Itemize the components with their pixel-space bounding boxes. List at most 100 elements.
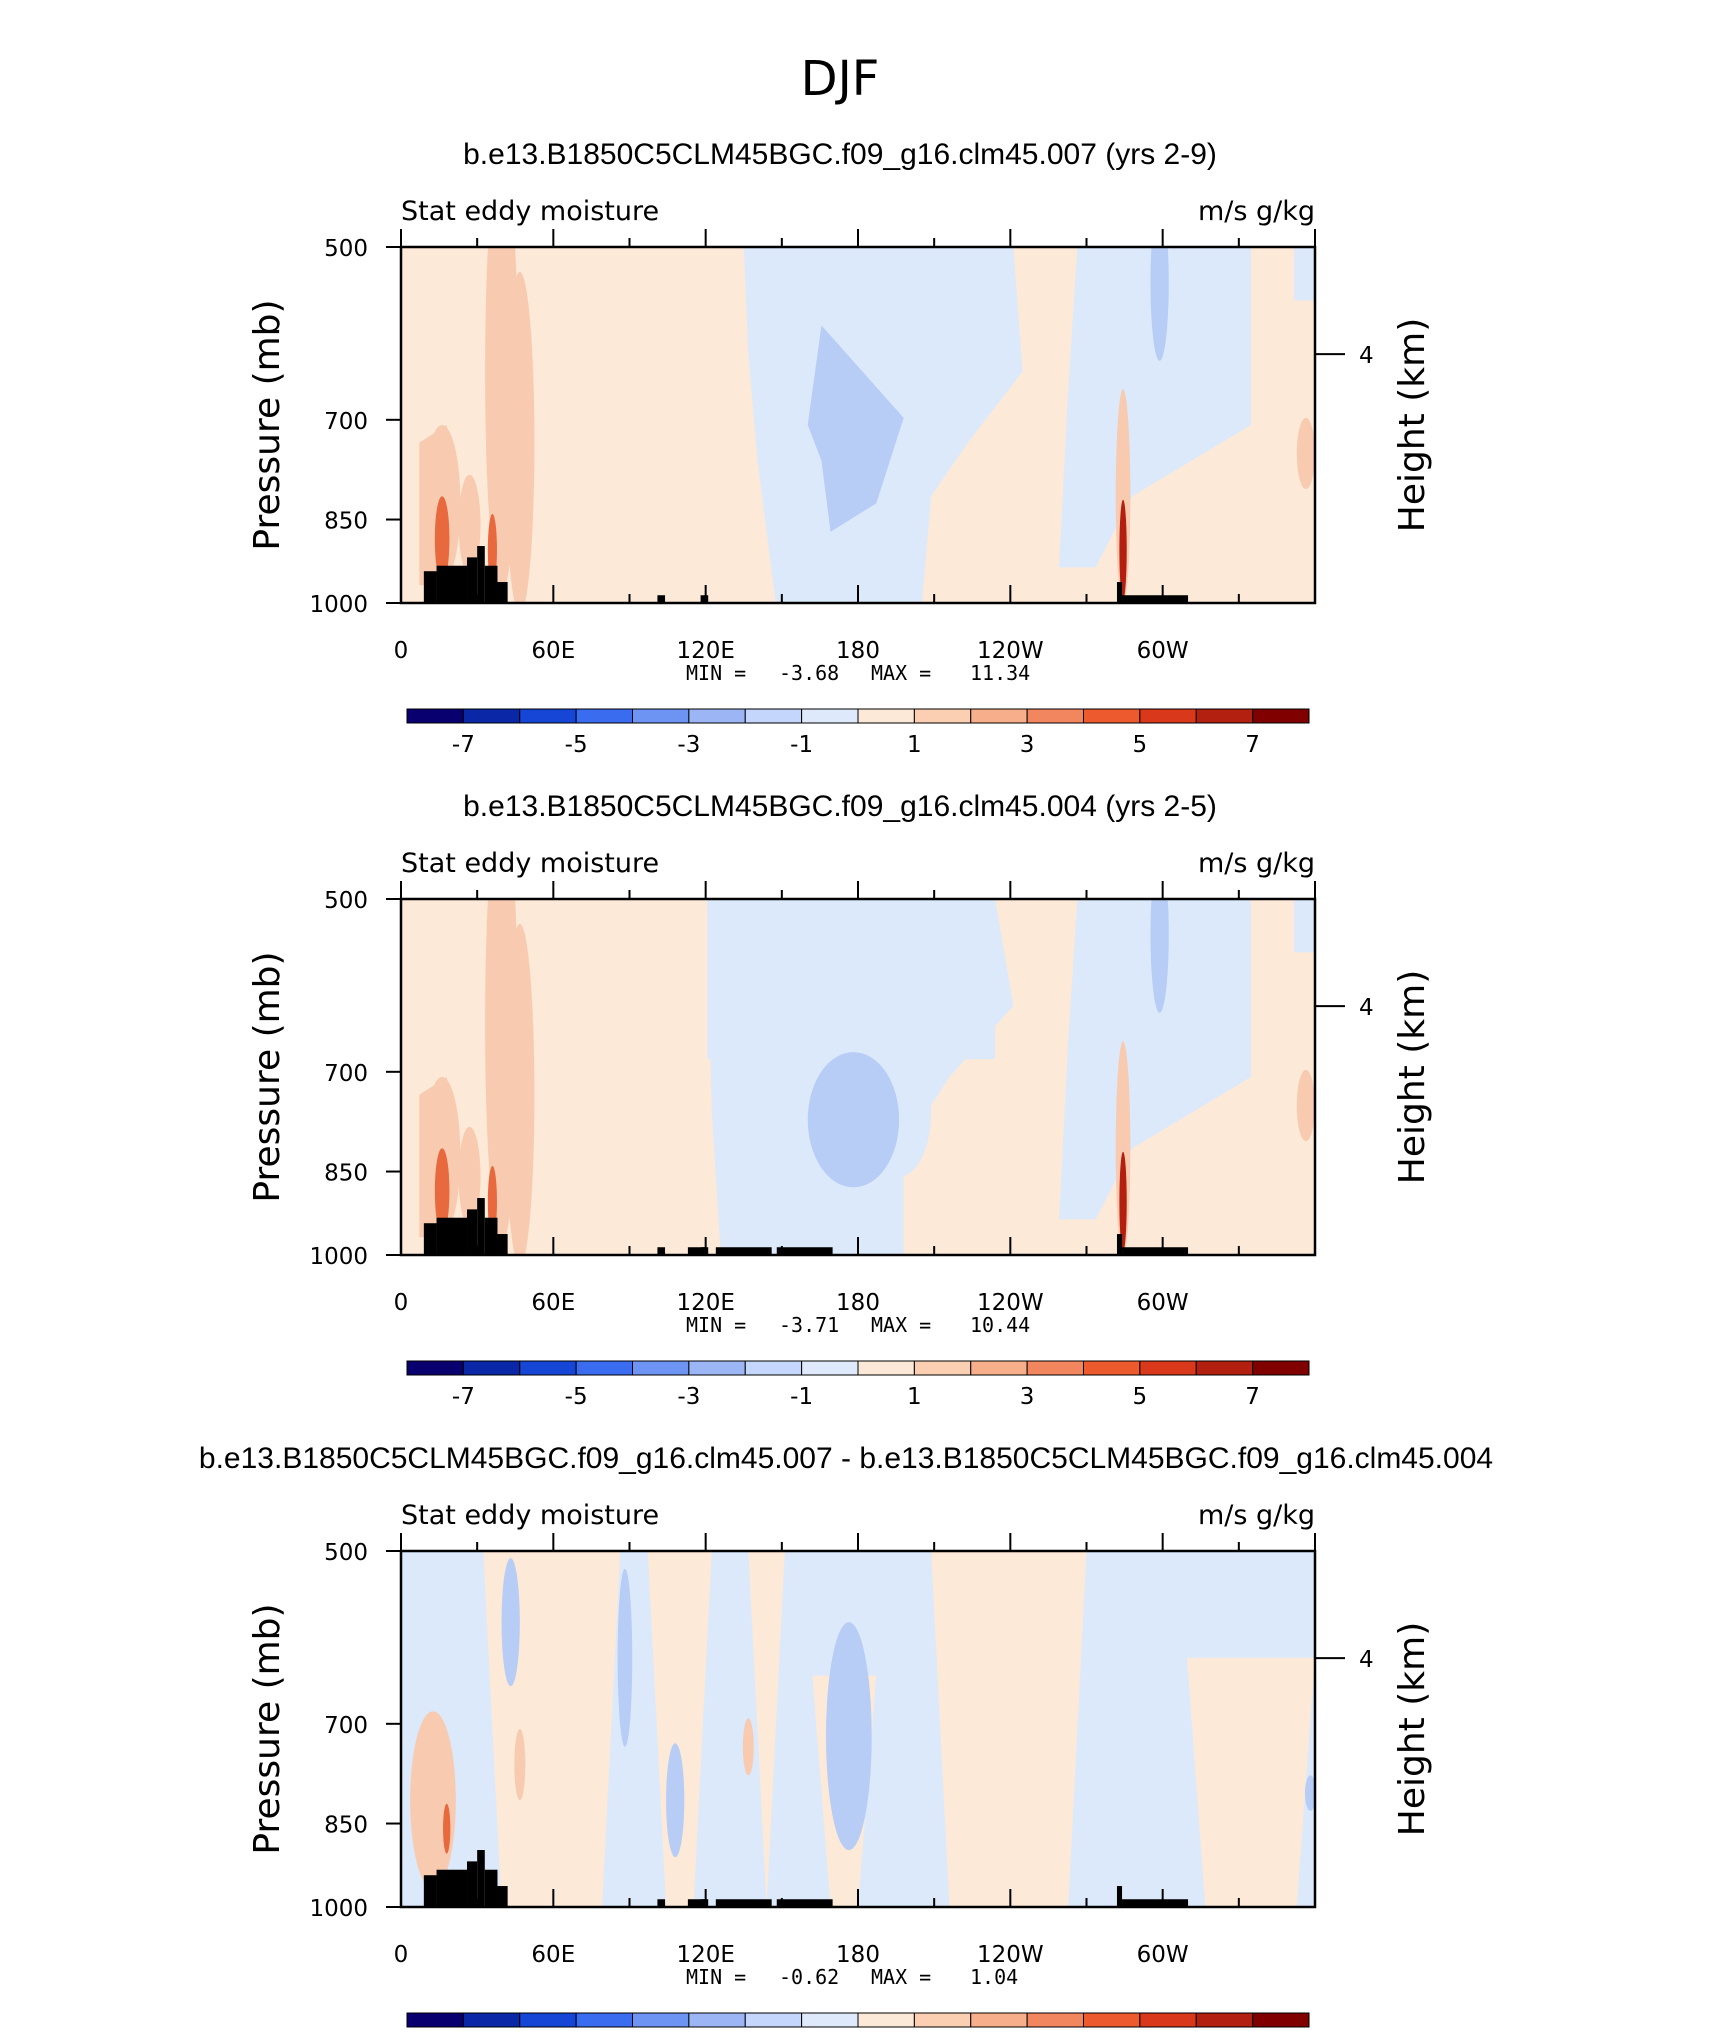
y-tick-label: 700	[324, 1061, 368, 1087]
colorbar-swatch	[913, 1360, 972, 1376]
contour-field	[401, 1551, 1315, 1907]
topography-block	[484, 1869, 498, 1907]
topography-block	[687, 1247, 706, 1255]
x-tick-label: 120E	[676, 638, 734, 664]
topography-block	[497, 1234, 508, 1255]
colorbar-swatch	[1026, 2012, 1084, 2028]
topography	[423, 546, 1189, 603]
figure-title: DJF	[801, 51, 880, 107]
negative-core	[1150, 247, 1169, 361]
topography-block	[436, 565, 468, 603]
colorbar-swatch	[970, 1360, 1028, 1376]
panel-title: b.e13.B1850C5CLM45BGC.f09_g16.clm45.007 …	[463, 138, 1217, 171]
negative-core	[807, 325, 904, 532]
y-tick-label: 1000	[309, 592, 368, 618]
x-tick-label: 180	[836, 1290, 880, 1316]
colorbar-swatch	[1026, 708, 1084, 724]
positive-plume	[1115, 1041, 1131, 1255]
colorbar-swatch	[1083, 2012, 1141, 2028]
y-right-tick-label: 4	[1359, 343, 1374, 369]
colorbar-swatch	[632, 1360, 690, 1376]
topography-block	[423, 1223, 437, 1255]
min-label: MIN =	[686, 661, 746, 685]
colorbar-label: 5	[1133, 1384, 1148, 1410]
colorbar-swatch	[801, 2012, 859, 2028]
max-label: MAX =	[871, 661, 931, 685]
topography-block	[484, 565, 498, 603]
colorbar-label: 0	[851, 2036, 866, 2038]
y-right-tick-label: 4	[1359, 1647, 1374, 1673]
colorbar-label: 7	[1245, 732, 1260, 758]
topography-block	[1116, 582, 1123, 603]
positive-region	[538, 1693, 584, 1907]
colorbar-swatch	[632, 2012, 690, 2028]
y-axis-title: Pressure (mb)	[247, 1603, 288, 1854]
topography-block	[1116, 1234, 1123, 1255]
variable-label: Stat eddy moisture	[401, 1500, 659, 1531]
topography-block	[477, 1198, 485, 1255]
colorbar-swatch	[1252, 708, 1310, 724]
topography-block	[1122, 1899, 1189, 1907]
positive-plume	[1296, 417, 1315, 490]
min-value: -3.68	[779, 661, 839, 685]
colorbar-swatch	[575, 1360, 633, 1376]
x-tick-label: 180	[836, 638, 880, 664]
x-tick-label: 0	[394, 1942, 409, 1968]
colorbar-swatch	[744, 708, 803, 724]
colorbar-swatch	[1139, 1360, 1197, 1376]
colorbar-label: -7	[452, 732, 475, 758]
min-label: MIN =	[686, 1965, 746, 1989]
x-tick-label: 120E	[676, 1942, 734, 1968]
y-axis-title: Pressure (mb)	[247, 951, 288, 1202]
y-tick-label: 500	[324, 236, 368, 262]
colorbar-swatch	[857, 2012, 915, 2028]
topography-block	[477, 546, 485, 603]
colorbar-label: -0.6	[723, 2036, 768, 2038]
topography-block	[1122, 1247, 1189, 1255]
y-right-tick-label: 4	[1359, 995, 1374, 1021]
variable-label: Stat eddy moisture	[401, 196, 659, 227]
topography-block	[687, 1899, 706, 1907]
y-tick-label: 500	[324, 1540, 368, 1566]
colorbar-swatch	[801, 708, 859, 724]
topography	[423, 1850, 1189, 1907]
colorbar-label: 1	[907, 732, 922, 758]
colorbar: -7 -5 -3 -1 1 3 5 7	[406, 1360, 1310, 1410]
colorbar-swatch	[1252, 2012, 1310, 2028]
y-tick-label: 700	[324, 409, 368, 435]
colorbar-swatch	[406, 708, 464, 724]
positive-region	[931, 1551, 1087, 1907]
variable-label: Stat eddy moisture	[401, 848, 659, 879]
colorbar-swatch	[519, 708, 577, 724]
colorbar-label: 1.8	[1178, 2036, 1215, 2038]
colorbar-swatch	[1252, 1360, 1310, 1376]
max-value: 11.34	[970, 661, 1030, 685]
negative-core	[666, 1743, 685, 1858]
units-label: m/s g/kg	[1198, 196, 1315, 227]
topography	[423, 1198, 1189, 1255]
positive-plume	[505, 271, 535, 603]
colorbar-swatch	[519, 2012, 577, 2028]
colorbar-label: -3	[677, 1384, 700, 1410]
panel-title: b.e13.B1850C5CLM45BGC.f09_g16.clm45.004 …	[463, 790, 1217, 823]
topography-block	[467, 1209, 478, 1255]
y-tick-label: 500	[324, 888, 368, 914]
y-right-axis-title: Height (km)	[1392, 1622, 1433, 1836]
colorbar-swatch	[1026, 1360, 1084, 1376]
topography-block	[1122, 595, 1189, 603]
negative-core	[1304, 1775, 1315, 1811]
chart-panel-3: b.e13.B1850C5CLM45BGC.f09_g16.clm45.007 …	[199, 1442, 1493, 2038]
colorbar-swatch	[857, 1360, 915, 1376]
panel-title: b.e13.B1850C5CLM45BGC.f09_g16.clm45.007 …	[199, 1442, 1493, 1475]
topography-block	[715, 1247, 772, 1255]
negative-region	[1059, 247, 1252, 568]
positive-region	[647, 1551, 712, 1907]
y-axis-title: Pressure (mb)	[247, 299, 288, 550]
topography-block	[776, 1899, 833, 1907]
x-tick-label: 60W	[1137, 638, 1189, 664]
y-tick-label: 850	[324, 1161, 368, 1187]
units-label: m/s g/kg	[1198, 1500, 1315, 1531]
y-tick-label: 1000	[309, 1244, 368, 1270]
positive-plume	[1296, 1069, 1315, 1142]
